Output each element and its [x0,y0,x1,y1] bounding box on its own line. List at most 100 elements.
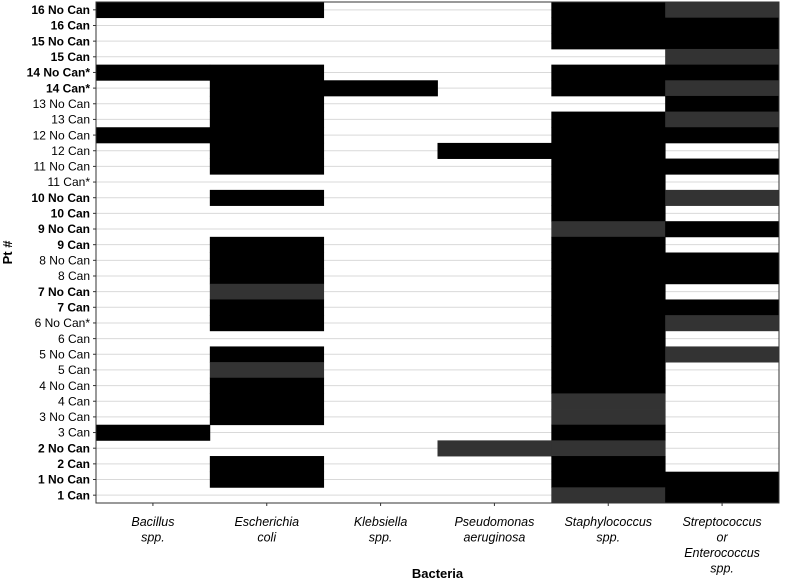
heatmap-cell [665,346,780,363]
heatmap-cell [551,174,666,191]
y-tick-label: 6 Can [58,332,90,346]
x-tick-label: Pseudomonas [454,515,534,529]
heatmap-cell [551,221,666,238]
y-tick-label: 3 Can [58,426,90,440]
y-tick-label: 15 No Can [31,34,90,48]
heatmap-cell [209,409,325,426]
y-tick-label: 5 Can [58,363,90,377]
heatmap-cell [209,268,325,285]
heatmap-cell [551,362,666,379]
y-tick-label: 11 Can* [48,175,91,189]
x-tick-label: coli [257,531,277,545]
heatmap-cell [209,95,325,112]
y-tick-label: 4 Can [58,394,90,408]
x-tick-label: spp. [596,531,620,545]
y-tick-label: 12 No Can [33,128,90,142]
heatmap-cell [665,189,780,206]
heatmap-cell [665,2,780,19]
y-tick-label: 7 Can [57,300,90,314]
heatmap-cell [551,252,666,269]
heatmap-cell [551,33,666,50]
heatmap-cell [665,48,780,66]
heatmap-cell [209,80,325,97]
heatmap-cell [209,158,325,175]
heatmap-cell [209,236,325,253]
y-tick-label: 13 No Can [33,97,90,111]
y-tick-label: 3 No Can [39,410,90,424]
heatmap-cell [551,80,666,97]
y-tick-label: 9 Can [57,238,90,252]
heatmap-cell [209,393,325,410]
y-tick-label: 2 Can [57,457,90,471]
x-tick-label: Escherichia [234,515,299,529]
heatmap-cell [551,158,666,175]
y-tick-label: 9 No Can [38,222,90,236]
y-tick-label: 15 Can [51,50,90,64]
y-tick-label: 8 Can [58,269,90,283]
x-axis-ticks: Bacillus spp. Escherichia coli Klebsiella spp… [131,503,762,576]
y-tick-label: 16 Can [51,19,90,33]
heatmap-cell [209,142,325,159]
y-tick-label: 14 Can* [46,81,90,95]
heatmap-cell [551,205,666,222]
y-axis-title: Pt # [0,240,15,265]
heatmap-cell [437,440,552,457]
heatmap-cell [551,440,666,457]
heatmap-cell [209,346,325,363]
heatmap-cell [209,2,325,19]
heatmap-cell [209,252,325,269]
heatmap-cell [96,2,211,19]
heatmap-cell [209,471,325,488]
heatmap-cell [665,17,780,34]
y-tick-label: 1 No Can [38,473,90,487]
y-tick-label: 1 Can [57,488,90,502]
heatmap-cell [551,346,666,363]
x-tick-label: or [717,531,729,545]
heatmap-cell [665,158,780,175]
y-tick-label: 8 No Can [39,254,90,268]
heatmap-cell [209,299,325,316]
heatmap-cell [209,377,325,394]
heatmap-cells [96,2,780,504]
heatmap-cell [551,424,666,441]
y-tick-label: 14 No Can* [27,66,91,80]
heatmap-cell [551,64,666,81]
heatmap-cell [665,299,780,316]
heatmap-cell [437,142,552,159]
y-tick-label: 4 No Can [39,379,90,393]
x-tick-label: spp. [710,562,734,576]
y-tick-label: 12 Can [51,144,90,158]
x-tick-label: Enterococcus [684,546,760,560]
y-tick-label: 6 No Can* [35,316,91,330]
heatmap-cell [209,456,325,473]
heatmap-cell [665,64,780,81]
heatmap-cell [209,111,325,128]
x-axis-title: Bacteria [412,566,464,581]
x-tick-label: Klebsiella [354,515,408,529]
heatmap-cell [323,80,438,97]
heatmap-cell [96,424,211,441]
heatmap-cell [665,315,780,332]
heatmap-cell [551,111,666,128]
heatmap-cell [665,471,780,488]
heatmap-cell [551,393,666,410]
heatmap-cell [551,330,666,347]
heatmap-cell [209,362,325,379]
heatmap-cell [96,64,211,81]
y-tick-label: 13 Can [51,113,90,127]
y-tick-label: 2 No Can [38,441,90,455]
heatmap-cell [209,127,325,144]
plot-panel-border [95,1,780,504]
heatmap-cell [665,127,780,144]
heatmap-cell [551,142,666,159]
heatmap-cell [551,377,666,394]
heatmap-cell [551,487,666,504]
heatmap-cell [551,456,666,473]
heatmap-cell [551,283,666,300]
heatmap-cell [665,268,780,285]
x-tick-label: Streptococcus [682,515,761,529]
heatmap-cell [551,409,666,426]
heatmap-cell [665,252,780,269]
x-tick-label: Bacillus [131,515,174,529]
